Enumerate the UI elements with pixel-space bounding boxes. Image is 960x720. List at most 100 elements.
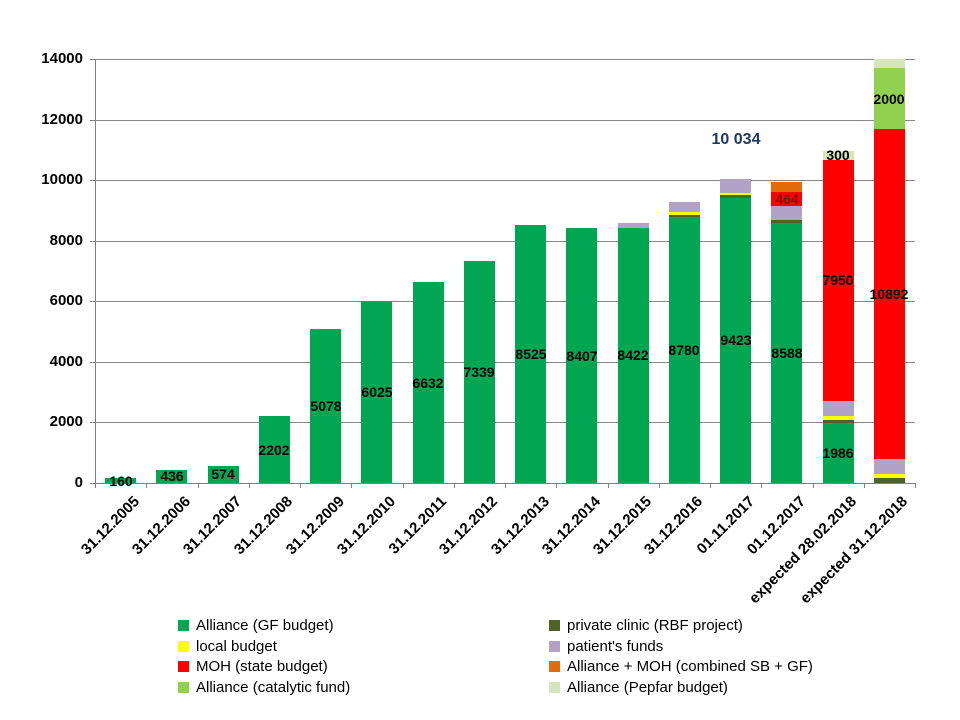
bar-segment-alliance_gf [618,227,649,483]
x-axis-tick [505,483,506,488]
legend-label: Alliance (Pepfar budget) [567,679,728,696]
x-axis-tick [608,483,609,488]
bar-segment-private_clinic [669,215,700,218]
bar-segment-alliance_gf [105,478,136,483]
bar-value-label: 8588 [771,345,803,361]
y-axis-tick-label: 8000 [49,232,83,249]
bar-value-label: 7950 [822,272,854,288]
x-axis-tick [915,483,916,488]
bar-segment-patients_funds [669,202,700,213]
bar-segment-alliance_gf [823,422,854,483]
legend-swatch-pepfar [549,682,560,693]
bar-value-label: 8407 [566,348,598,364]
bar-value-label: 8780 [668,342,700,358]
bar-segment-private_clinic [771,219,802,223]
bar-segment-alliance_moh [771,181,802,193]
y-gridline [95,422,915,423]
bar-segment-local_budget [874,473,905,479]
bar-value-label: 5078 [310,398,342,414]
y-axis-line [95,59,96,488]
bar-segment-alliance_gf [310,329,341,483]
legend-label: private clinic (RBF project) [567,617,743,634]
bar-segment-moh [874,128,905,459]
x-axis-tick [813,483,814,488]
legend-label: Alliance (GF budget) [196,617,334,634]
bar-value-label: 9423 [720,332,752,348]
x-axis-tick [659,483,660,488]
bar-value-label: 160 [109,473,133,489]
legend-label: MOH (state budget) [196,658,328,675]
bar-segment-pepfar [823,150,854,160]
bar-segment-alliance_gf [259,416,290,483]
legend-swatch-moh [178,661,189,672]
y-axis-tick [90,59,95,60]
y-gridline [95,301,915,302]
legend-item-moh: MOH (state budget) [178,657,538,677]
bar-value-label: 464 [775,191,799,207]
bar-segment-alliance_gf [566,228,597,483]
y-gridline [95,180,915,181]
bar-segment-local_budget [823,415,854,420]
bar-segment-alliance_gf [720,197,751,483]
legend-swatch-private_clinic [549,620,560,631]
y-gridline [95,241,915,242]
x-axis-tick [95,483,96,488]
legend-swatch-catalytic [178,682,189,693]
bar-segment-alliance_gf [771,222,802,483]
y-axis-tick-label: 2000 [49,413,83,430]
x-axis-tick [710,483,711,488]
legend-item-catalytic: Alliance (catalytic fund) [178,678,538,698]
bar-segment-patients_funds [618,223,649,228]
x-axis-tick [761,483,762,488]
y-axis-tick-label: 14000 [41,50,83,67]
bar-segment-alliance_gf [669,217,700,483]
legend-item-pepfar: Alliance (Pepfar budget) [549,678,909,698]
y-axis-tick-label: 0 [74,474,83,491]
bar-segment-alliance_gf [156,469,187,483]
bar-segment-alliance_gf [515,224,546,483]
bar-segment-private_clinic [720,195,751,198]
bar-segment-local_budget [669,212,700,216]
bar-value-label: 7339 [463,364,495,380]
bar-value-label: 6025 [361,384,393,400]
legend-swatch-alliance_moh [549,661,560,672]
y-axis-tick-label: 10000 [41,171,83,188]
y-axis-tick-label: 6000 [49,292,83,309]
bar-segment-moh [823,159,854,401]
y-gridline [95,59,915,60]
legend-label: local budget [196,638,277,655]
bar-value-label: 8422 [617,347,649,363]
bar-segment-private_clinic [874,478,905,483]
legend-item-private_clinic: private clinic (RBF project) [549,616,909,636]
legend-label: Alliance (catalytic fund) [196,679,351,696]
bar-value-label: 1986 [822,445,854,461]
legend-swatch-patients_funds [549,641,560,652]
y-axis-tick [90,180,95,181]
bar-segment-alliance_gf [413,282,444,483]
y-axis-tick [90,241,95,242]
bar-value-label: 2000 [873,91,905,107]
bar-segment-patients_funds [874,458,905,474]
legend-item-alliance_moh: Alliance + MOH (combined SB + GF) [549,657,909,677]
bar-segment-catalytic [874,68,905,129]
bar-segment-private_clinic [823,419,854,423]
y-axis-tick-label: 4000 [49,353,83,370]
legend-label: patient's funds [567,638,664,655]
bar-segment-moh [771,192,802,207]
bar-segment-alliance_gf [208,465,239,483]
y-axis-tick-label: 12000 [41,111,83,128]
bar-value-label: 300 [826,147,850,163]
bar-segment-alliance_gf [464,260,495,483]
legend-item-alliance_gf: Alliance (GF budget) [178,616,538,636]
bar-segment-pepfar [874,59,905,69]
bar-value-label: 8525 [515,346,547,362]
bar-value-label: 10892 [869,286,909,302]
chart-annotation: 10 034 [711,131,761,148]
bar-segment-patients_funds [771,206,802,220]
x-axis-tick [146,483,147,488]
legend-item-patients_funds: patient's funds [549,637,909,657]
x-axis-tick [300,483,301,488]
bar-value-label: 2202 [258,442,290,458]
x-axis-tick [454,483,455,488]
